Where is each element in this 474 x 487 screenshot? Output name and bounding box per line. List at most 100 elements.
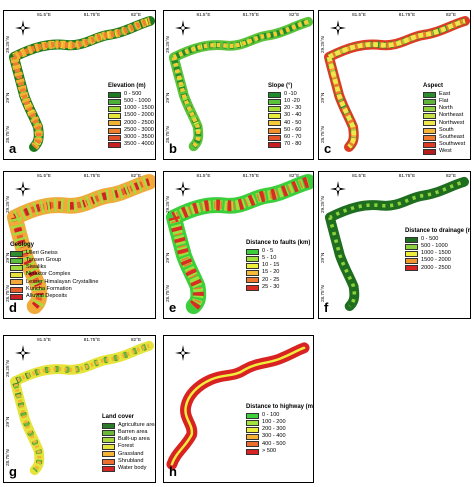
legend-swatch bbox=[246, 412, 259, 419]
latitude-tick: 29.25°N bbox=[165, 196, 170, 214]
latitude-tick: 29°N bbox=[165, 252, 170, 263]
legend-item: 0 - 500 bbox=[108, 91, 154, 98]
latitude-tick: 29°N bbox=[5, 416, 10, 427]
legend-label: 2500 - 3000 bbox=[124, 126, 154, 133]
legend-swatch bbox=[268, 98, 281, 105]
longitude-tick: 81.5°E bbox=[37, 337, 51, 342]
longitude-tick: 81.75°E bbox=[242, 12, 260, 17]
legend-title: Geology bbox=[10, 242, 35, 248]
legend-swatch bbox=[268, 120, 281, 127]
legend-swatch bbox=[405, 250, 418, 257]
corridor-map-f bbox=[324, 176, 470, 312]
legend-item: Ulleri Gneiss bbox=[10, 250, 98, 257]
legend-swatch bbox=[405, 243, 418, 250]
legend-title: Distance to highway (m) bbox=[246, 404, 314, 410]
longitude-tick: 81.75°E bbox=[398, 12, 416, 17]
north-arrow-icon bbox=[329, 180, 347, 198]
legend-item: South bbox=[423, 127, 465, 134]
latitude-tick: 29.25°N bbox=[5, 196, 10, 214]
legend-label: 2000 - 2500 bbox=[124, 119, 154, 126]
legend-label: 1500 - 2000 bbox=[124, 112, 154, 119]
legend-item: 10 - 15 bbox=[246, 262, 310, 269]
legend-label: Southwest bbox=[439, 141, 466, 148]
panel-letter: f bbox=[324, 300, 329, 315]
legend-swatch bbox=[423, 134, 436, 141]
panel-letter: h bbox=[169, 464, 177, 479]
map-panel-g: 81.5°E 81.75°E 82°E 29.25°N 29°N 28.75°N Land … bbox=[3, 335, 156, 483]
legend-swatch bbox=[246, 277, 259, 284]
latitude-tick: 29.25°N bbox=[5, 36, 10, 53]
legend-item: Northeast bbox=[423, 113, 465, 120]
latitude-tick: 29°N bbox=[320, 252, 325, 263]
legend-label: West bbox=[439, 148, 452, 155]
legend-item: Lesser Himalayan Crystalline bbox=[10, 279, 98, 286]
longitude-tick: 82°E bbox=[130, 337, 142, 342]
legend-title: Aspect bbox=[423, 83, 444, 89]
legend-swatch bbox=[423, 127, 436, 134]
longitude-tick: 82°E bbox=[289, 173, 300, 178]
legend-item: Forest bbox=[102, 444, 155, 451]
longitude-tick: 81.75°E bbox=[83, 337, 101, 342]
longitude-tick: 82°E bbox=[130, 173, 142, 178]
legend-label: Grassland bbox=[118, 450, 144, 457]
legend-item: 500 - 1000 bbox=[405, 242, 470, 250]
legend: Slope (°) 0 -10 10 -20 20 - 30 30 - 40 40 - 5… bbox=[268, 83, 301, 149]
legend-label: South bbox=[439, 126, 454, 133]
legend-swatch bbox=[268, 91, 281, 98]
legend-label: 400 - 500 bbox=[262, 440, 286, 447]
legend-item: 2000 - 2500 bbox=[405, 265, 470, 272]
legend-label: Agriculture area bbox=[118, 421, 156, 428]
north-arrow-icon bbox=[174, 344, 192, 362]
legend-label: 40 - 50 bbox=[284, 119, 302, 126]
corridor-map-d bbox=[6, 173, 155, 315]
legend-item: 1000 - 1500 bbox=[405, 250, 470, 257]
legend: Elevation (m) 0 - 500 500 - 1000 1000 - 150… bbox=[108, 83, 154, 149]
legend-swatch bbox=[108, 91, 121, 98]
north-arrow-icon bbox=[14, 19, 32, 37]
legend-label: Siwaliks bbox=[26, 264, 47, 271]
map-panel-b: 81.5°E 81.75°E 82°E 29.25°N 29°N 28.75°N Slope… bbox=[163, 10, 314, 160]
legend-label: 0 - 500 bbox=[421, 235, 439, 242]
corridor-class-1 bbox=[328, 180, 465, 308]
legend-swatch bbox=[108, 134, 121, 141]
map-panel-a: 81.5°E 81.75°E 82°E 29.25°N 29°N 28.75°N Eleva… bbox=[3, 10, 156, 160]
legend-item: 0 -10 bbox=[268, 91, 301, 98]
legend-item: 100 - 200 bbox=[246, 419, 313, 426]
legend-item: 500 - 1000 bbox=[108, 98, 154, 105]
legend-item: 1000 - 1500 bbox=[108, 105, 154, 112]
legend-label: 20 - 30 bbox=[284, 105, 302, 112]
legend-label: 15 - 20 bbox=[262, 269, 280, 276]
legend-item: 3500 - 4000 bbox=[108, 141, 154, 148]
legend: Land cover Agriculture area Barren area Bui… bbox=[102, 414, 156, 472]
north-arrow-icon bbox=[14, 180, 32, 198]
legend-swatch bbox=[108, 105, 121, 112]
north-arrow-icon bbox=[174, 180, 192, 198]
legend-item: Siwaliks bbox=[10, 264, 98, 271]
legend-label: 1000 - 1500 bbox=[421, 250, 451, 257]
corridor-class-3 bbox=[8, 175, 152, 311]
latitude-tick: 29.25°N bbox=[320, 196, 325, 214]
legend-label: 0 - 100 bbox=[262, 411, 280, 418]
legend-item: 0 - 5 bbox=[246, 248, 310, 255]
legend-swatch bbox=[10, 250, 23, 257]
longitude-tick: 81.5°E bbox=[37, 12, 51, 17]
legend-swatch bbox=[268, 127, 281, 134]
legend-item: 0 - 500 bbox=[405, 235, 470, 243]
legend-swatch bbox=[268, 105, 281, 112]
legend-swatch bbox=[10, 272, 23, 279]
corridor-class-1 bbox=[169, 177, 310, 310]
legend-label: East bbox=[439, 90, 451, 97]
legend-item: 200 - 300 bbox=[246, 426, 313, 433]
longitude-tick: 81.5°E bbox=[196, 12, 211, 17]
legend-swatch bbox=[108, 127, 121, 134]
legend-label: North bbox=[439, 105, 453, 112]
legend-label: 500 - 1000 bbox=[421, 242, 448, 249]
legend-swatch bbox=[10, 279, 23, 286]
corridor-map-a bbox=[9, 16, 155, 152]
legend-label: Southeast bbox=[439, 133, 465, 140]
legend-item: Barren area bbox=[102, 429, 155, 436]
legend-label: 60 - 70 bbox=[284, 133, 302, 140]
legend-item: 15 - 20 bbox=[246, 270, 310, 277]
corridor-class-3 bbox=[12, 343, 150, 472]
